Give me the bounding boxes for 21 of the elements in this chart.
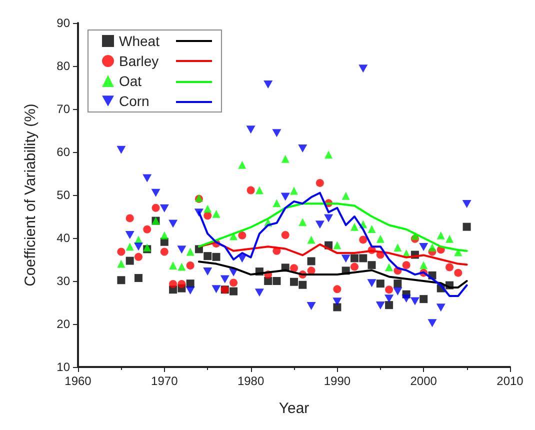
legend-label: Barley <box>119 53 159 69</box>
legend-label: Wheat <box>119 33 160 49</box>
x-tick-label: 1970 <box>151 374 178 388</box>
y-tick-label: 10 <box>56 360 70 374</box>
y-tick-label: 80 <box>56 59 70 73</box>
legend-label: Oat <box>119 73 142 89</box>
y-tick-label: 30 <box>56 274 70 288</box>
y-tick-label: 90 <box>56 16 70 30</box>
x-tick-label: 1980 <box>237 374 264 388</box>
y-axis-title: Coefficient of Variability (%) <box>22 104 39 286</box>
y-tick-label: 20 <box>56 317 70 331</box>
legend-label: Corn <box>119 93 150 109</box>
y-tick-label: 70 <box>56 102 70 116</box>
y-tick-label: 50 <box>56 188 70 202</box>
x-tick-label: 2010 <box>496 374 524 388</box>
x-tick-label: 1990 <box>324 374 351 388</box>
y-tick-label: 60 <box>56 145 70 159</box>
x-tick-label: 2000 <box>410 374 438 388</box>
y-tick-label: 40 <box>56 231 70 245</box>
x-axis-title: Year <box>278 400 310 417</box>
x-tick-label: 1960 <box>64 374 92 388</box>
